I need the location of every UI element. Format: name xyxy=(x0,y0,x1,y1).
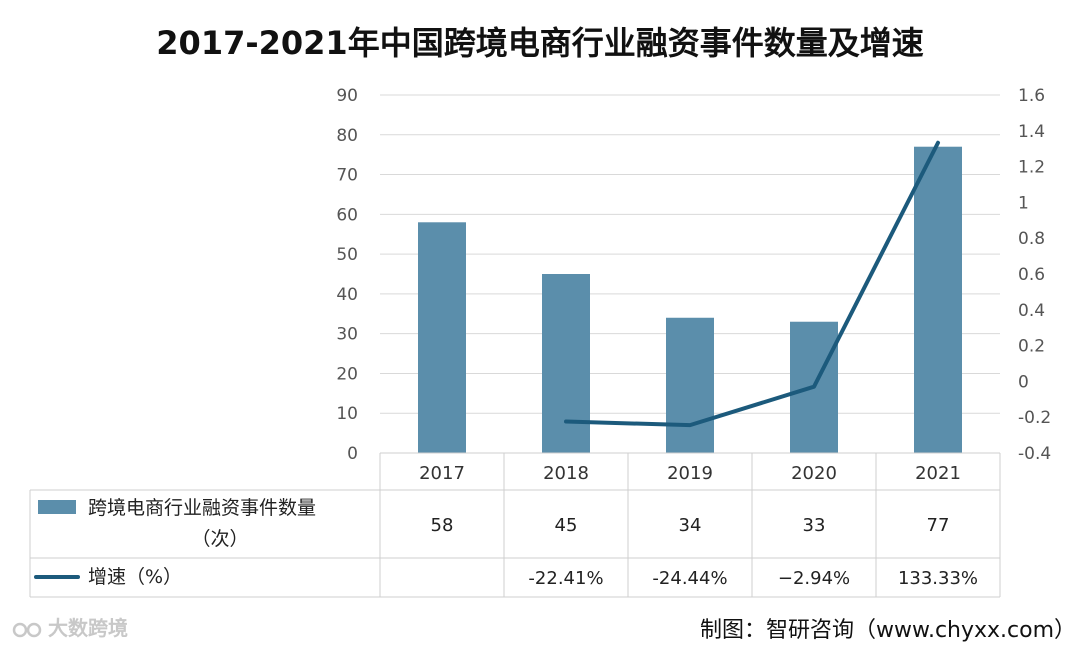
bar xyxy=(666,317,714,453)
left-tick-label: 0 xyxy=(347,444,358,464)
right-tick-label: 0.2 xyxy=(1018,337,1045,357)
source-note: 制图：智研咨询（www.chyxx.com） xyxy=(700,618,1077,643)
left-tick-label: 60 xyxy=(336,205,358,225)
bar-data-label: 45 xyxy=(555,515,578,536)
right-tick-label: 0.8 xyxy=(1018,229,1045,249)
watermark-text: 大数跨境 xyxy=(48,616,128,640)
right-tick-label: 1.2 xyxy=(1018,158,1045,178)
left-tick-label: 30 xyxy=(336,325,358,345)
right-axis: -0.4 -0.2 0 0.2 0.4 0.6 0.8 1 1.2 1.4 1.6 xyxy=(1018,86,1051,464)
line-layer xyxy=(564,140,940,428)
chart-title: 2017-2021年中国跨境电商行业融资事件数量及增速 xyxy=(156,24,924,62)
left-tick-label: 70 xyxy=(336,166,358,186)
right-tick-label: 0.4 xyxy=(1018,301,1045,321)
bar-data-label: 77 xyxy=(927,515,950,536)
line-data-label: −2.94% xyxy=(778,568,850,589)
bar-layer xyxy=(418,146,962,453)
right-tick-label: 0.6 xyxy=(1018,265,1045,285)
growth-series-line xyxy=(564,140,940,428)
bar-legend-swatch xyxy=(38,500,76,514)
category-label: 2021 xyxy=(915,463,961,484)
line-legend-label: 增速（%） xyxy=(88,566,182,588)
bar xyxy=(914,146,962,453)
left-tick-label: 80 xyxy=(336,126,358,146)
right-tick-label: -0.2 xyxy=(1018,408,1051,428)
line-data-label: 133.33% xyxy=(898,568,978,589)
data-table: 2017 2018 2019 2020 2021 跨境电商行业融资事件数量 （次） 58 45 3… xyxy=(29,452,1001,598)
bar-legend-label: 跨境电商行业融资事件数量 xyxy=(88,497,316,519)
left-tick-label: 40 xyxy=(336,285,358,305)
bar-legend-unit: （次） xyxy=(191,528,248,550)
left-tick-label: 90 xyxy=(336,86,358,106)
left-tick-label: 50 xyxy=(336,245,358,265)
watermark-logo-icon xyxy=(12,622,42,637)
right-tick-label: 1.6 xyxy=(1018,86,1045,106)
category-label: 2019 xyxy=(667,463,713,484)
bar xyxy=(542,274,590,453)
bar-data-label: 34 xyxy=(679,515,702,536)
bar-data-label: 58 xyxy=(431,515,454,536)
category-label: 2018 xyxy=(543,463,589,484)
right-tick-label: 0 xyxy=(1018,372,1029,392)
left-tick-label: 20 xyxy=(336,364,358,384)
line-data-label: -24.44% xyxy=(652,568,727,589)
right-tick-label: 1.4 xyxy=(1018,122,1045,142)
category-label: 2017 xyxy=(419,463,465,484)
watermark: 大数跨境 xyxy=(12,612,128,641)
right-tick-label: 1 xyxy=(1018,193,1029,213)
bar-data-label: 33 xyxy=(803,515,826,536)
right-tick-label: -0.4 xyxy=(1018,444,1051,464)
category-label: 2020 xyxy=(791,463,837,484)
bar xyxy=(418,222,466,453)
left-tick-label: 10 xyxy=(336,404,358,424)
line-data-label: -22.41% xyxy=(528,568,603,589)
left-axis: 0 10 20 30 40 50 60 70 80 90 xyxy=(336,86,358,464)
